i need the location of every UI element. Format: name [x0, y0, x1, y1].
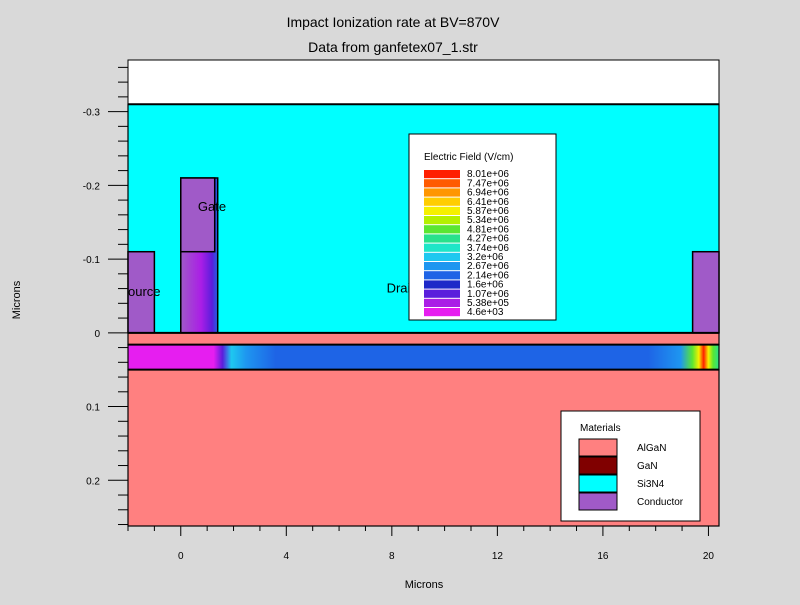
field-legend-swatch: [424, 216, 460, 225]
y-axis-label: Microns: [11, 280, 23, 319]
y-tick-label: -0.1: [83, 255, 101, 266]
field-legend-swatch: [424, 243, 460, 252]
field-legend-swatch: [424, 298, 460, 307]
electrode-label-ource: ource: [128, 284, 161, 299]
plot-frame: [127, 59, 720, 527]
materials-legend-label: GaN: [637, 461, 658, 472]
field-legend-level: 5.34e+06: [467, 215, 509, 226]
y-tick-label: 0.2: [86, 476, 100, 487]
field-legend-level: 2.14e+06: [467, 270, 509, 281]
materials-legend-label: Conductor: [637, 497, 684, 508]
materials-legend-swatch: [578, 438, 618, 457]
region-algan-1: [127, 332, 720, 346]
materials-legend: Materials AlGaN GaN Si3N4 Conductor: [560, 410, 701, 522]
field-legend-level: 4.81e+06: [467, 224, 509, 235]
field-legend-swatch: [424, 262, 460, 271]
field-legend-swatch: [424, 188, 460, 197]
field-legend-level: 6.41e+06: [467, 197, 509, 208]
region-gan-channel: [127, 344, 720, 371]
x-tick-label: 0: [178, 551, 184, 562]
y-tick-label: -0.3: [83, 108, 101, 119]
electrode-gate-top: [180, 177, 216, 253]
y-tick-label: 0: [94, 329, 100, 340]
field-legend-swatch: [424, 170, 460, 179]
electric-field-legend: Electric Field (V/cm) 8.01e+067.47e+066.…: [408, 133, 557, 321]
field-legend-level: 5.87e+06: [467, 206, 509, 217]
materials-legend-label: Si3N4: [637, 479, 665, 490]
field-legend-swatch: [424, 252, 460, 261]
materials-legend-title: Materials: [580, 423, 621, 434]
field-legend-level: 6.94e+06: [467, 188, 509, 199]
field-legend-swatch: [424, 234, 460, 243]
field-legend-level: 1.07e+06: [467, 289, 509, 300]
x-tick-label: 8: [389, 551, 395, 562]
field-legend-level: 3.74e+06: [467, 243, 509, 254]
electrode-label-gate: Gate: [198, 199, 226, 214]
region-above-device: [128, 60, 719, 105]
y-tick-label: -0.2: [83, 181, 101, 192]
axes: 0 4 8 12 16 20 -0.3 -0.2 -0.1 0 0.1 0.2: [83, 66, 715, 562]
x-tick-label: 16: [597, 551, 609, 562]
field-legend-swatch: [424, 206, 460, 215]
y-tick-label: 0.1: [86, 403, 100, 414]
field-legend-swatch: [424, 179, 460, 188]
materials-legend-swatch: [578, 474, 618, 493]
field-legend-level: 7.47e+06: [467, 178, 509, 189]
field-legend-swatch: [424, 280, 460, 289]
field-legend-swatch: [424, 308, 460, 317]
x-tick-label: 4: [284, 551, 290, 562]
field-legend-level: 1.6e+06: [467, 280, 504, 291]
materials-legend-label: AlGaN: [637, 443, 666, 454]
electrode-drain: [691, 250, 720, 334]
x-tick-label: 20: [703, 551, 715, 562]
field-legend-level: 8.01e+06: [467, 169, 509, 180]
field-legend-swatch: [424, 197, 460, 206]
materials-legend-swatch: [578, 492, 618, 511]
materials-legend-swatch: [578, 456, 618, 475]
x-axis-label: Microns: [405, 579, 444, 591]
field-legend-swatch: [424, 225, 460, 234]
field-legend-swatch: [424, 271, 460, 280]
chart-title: Impact Ionization rate at BV=870V: [287, 14, 501, 30]
x-tick-label: 12: [492, 551, 504, 562]
chart-subtitle: Data from ganfetex07_1.str: [308, 39, 478, 55]
field-legend-level: 4.27e+06: [467, 234, 509, 245]
field-legend-title: Electric Field (V/cm): [424, 152, 513, 163]
field-legend-level: 2.67e+06: [467, 261, 509, 272]
field-legend-level: 4.6e+03: [467, 307, 504, 318]
field-legend-swatch: [424, 289, 460, 298]
field-legend-level: 5.38e+05: [467, 298, 509, 309]
field-legend-level: 3.2e+06: [467, 252, 504, 263]
